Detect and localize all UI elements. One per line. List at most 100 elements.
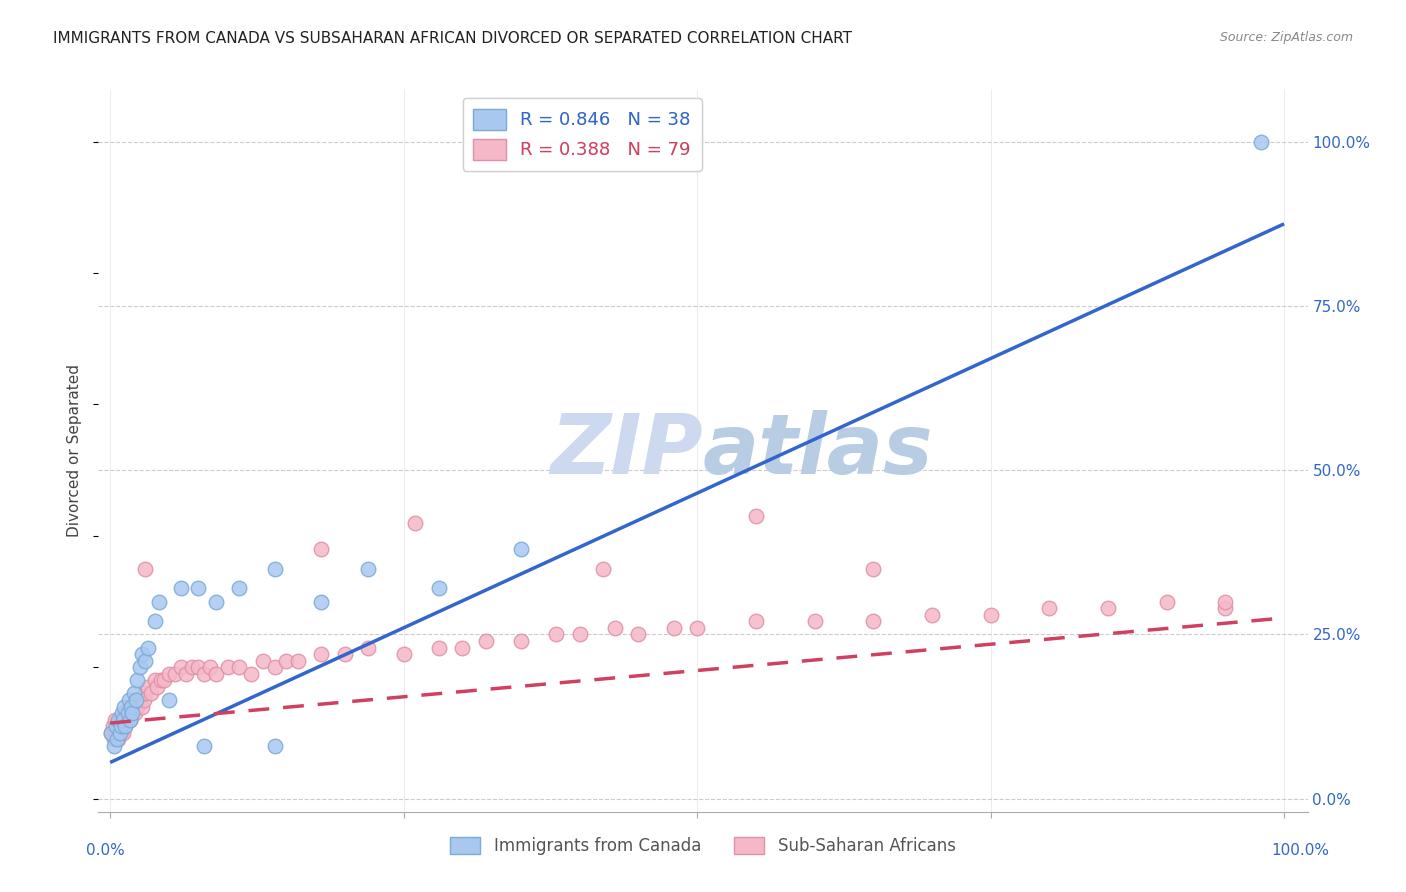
Point xyxy=(603,621,626,635)
Point xyxy=(1156,594,1178,608)
Point xyxy=(187,660,209,674)
Legend: R = 0.846   N = 38, R = 0.388   N = 79: R = 0.846 N = 38, R = 0.388 N = 79 xyxy=(463,98,702,170)
Point xyxy=(111,719,134,733)
Point xyxy=(157,666,180,681)
Point xyxy=(921,607,943,622)
Point xyxy=(117,713,139,727)
Point xyxy=(627,627,650,641)
Point xyxy=(217,660,239,674)
Point xyxy=(204,594,226,608)
Point xyxy=(131,647,153,661)
Point xyxy=(510,541,533,556)
Point xyxy=(143,614,166,628)
Point xyxy=(101,719,124,733)
Point xyxy=(122,699,145,714)
Point xyxy=(1097,601,1119,615)
Point xyxy=(114,719,136,733)
Point xyxy=(263,739,285,753)
Point xyxy=(357,562,380,576)
Point xyxy=(745,509,768,524)
Point xyxy=(141,686,163,700)
Point xyxy=(122,686,145,700)
Point xyxy=(862,614,884,628)
Point xyxy=(862,562,884,576)
Point xyxy=(745,614,768,628)
Point xyxy=(1215,594,1237,608)
Point xyxy=(204,666,226,681)
Point xyxy=(108,726,131,740)
Point xyxy=(163,666,186,681)
Point xyxy=(128,660,150,674)
Point xyxy=(112,726,135,740)
Point xyxy=(134,562,156,576)
Point xyxy=(107,713,129,727)
Point xyxy=(149,673,172,688)
Point xyxy=(121,706,143,721)
Point xyxy=(980,607,1002,622)
Point xyxy=(103,732,125,747)
Point xyxy=(228,582,250,596)
Legend: Immigrants from Canada, Sub-Saharan Africans: Immigrants from Canada, Sub-Saharan Afri… xyxy=(444,830,962,862)
Point xyxy=(510,634,533,648)
Point xyxy=(120,713,142,727)
Point xyxy=(134,654,156,668)
Text: IMMIGRANTS FROM CANADA VS SUBSAHARAN AFRICAN DIVORCED OR SEPARATED CORRELATION C: IMMIGRANTS FROM CANADA VS SUBSAHARAN AFR… xyxy=(53,31,852,46)
Point xyxy=(252,654,274,668)
Point xyxy=(240,666,263,681)
Point xyxy=(153,673,176,688)
Point xyxy=(686,621,709,635)
Point xyxy=(127,699,149,714)
Point xyxy=(110,726,132,740)
Point xyxy=(662,621,685,635)
Point xyxy=(105,719,128,733)
Point xyxy=(287,654,309,668)
Point xyxy=(120,699,142,714)
Text: 100.0%: 100.0% xyxy=(1271,843,1330,857)
Point xyxy=(427,640,450,655)
Point xyxy=(427,582,450,596)
Point xyxy=(451,640,474,655)
Point xyxy=(1038,601,1060,615)
Point xyxy=(228,660,250,674)
Point xyxy=(193,666,215,681)
Point xyxy=(111,706,134,721)
Point xyxy=(1250,135,1272,149)
Point xyxy=(100,726,122,740)
Point xyxy=(181,660,204,674)
Point xyxy=(157,693,180,707)
Point xyxy=(104,713,127,727)
Point xyxy=(105,732,128,747)
Point xyxy=(127,673,149,688)
Point xyxy=(1215,601,1237,615)
Point xyxy=(333,647,356,661)
Point xyxy=(124,706,146,721)
Point xyxy=(120,713,142,727)
Point xyxy=(311,647,333,661)
Point xyxy=(128,693,150,707)
Text: Source: ZipAtlas.com: Source: ZipAtlas.com xyxy=(1219,31,1353,45)
Point xyxy=(136,680,159,694)
Y-axis label: Divorced or Separated: Divorced or Separated xyxy=(67,364,83,537)
Point xyxy=(276,654,298,668)
Point xyxy=(112,713,135,727)
Point xyxy=(134,693,156,707)
Point xyxy=(115,706,138,721)
Text: 0.0%: 0.0% xyxy=(86,843,125,857)
Point xyxy=(112,713,135,727)
Point xyxy=(546,627,568,641)
Point xyxy=(136,640,159,655)
Point xyxy=(198,660,221,674)
Point xyxy=(176,666,198,681)
Point xyxy=(118,693,141,707)
Point xyxy=(568,627,591,641)
Text: atlas: atlas xyxy=(703,410,934,491)
Point xyxy=(117,706,139,721)
Point xyxy=(131,699,153,714)
Point xyxy=(263,562,285,576)
Point xyxy=(125,693,148,707)
Point xyxy=(311,541,333,556)
Point xyxy=(105,726,128,740)
Point xyxy=(803,614,825,628)
Point xyxy=(103,739,125,753)
Point xyxy=(118,706,141,721)
